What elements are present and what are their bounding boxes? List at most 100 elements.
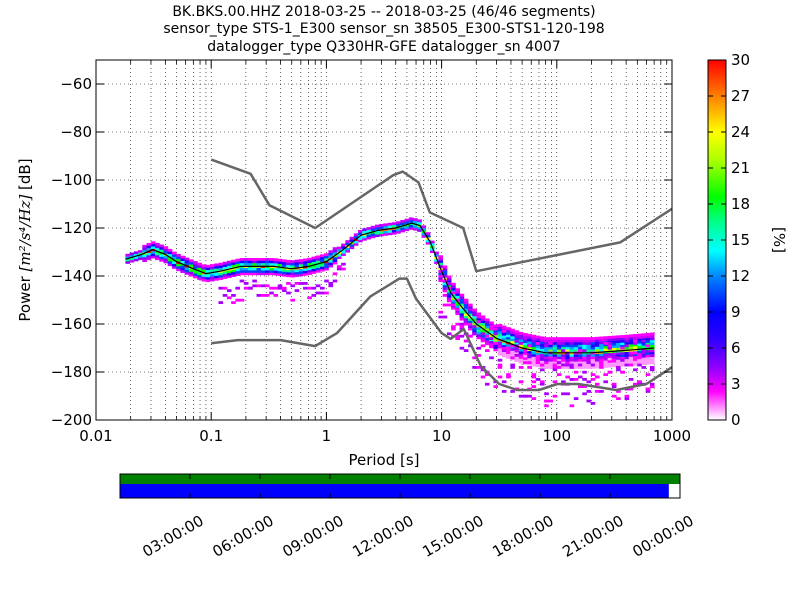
heatmap-cell bbox=[573, 370, 579, 374]
heatmap-cell bbox=[374, 224, 380, 228]
heatmap-cell bbox=[531, 373, 537, 376]
heatmap-cell bbox=[501, 380, 507, 384]
heatmap-cell bbox=[197, 272, 202, 276]
heatmap-cell bbox=[226, 260, 232, 264]
heatmap-cell bbox=[489, 337, 494, 340]
heatmap-cell bbox=[231, 294, 236, 297]
heatmap-cell bbox=[649, 385, 655, 388]
heatmap-cell bbox=[324, 262, 329, 266]
heatmap-cell bbox=[205, 264, 211, 268]
heatmap-cell bbox=[582, 370, 587, 374]
heatmap-cell bbox=[201, 278, 207, 282]
heatmap-cell bbox=[341, 262, 346, 266]
heatmap-cell bbox=[649, 361, 655, 365]
heatmap-cell bbox=[311, 256, 317, 260]
heatmap-cell bbox=[286, 271, 291, 275]
heatmap-cell bbox=[590, 402, 596, 405]
heatmap-cell bbox=[298, 271, 304, 274]
heatmap-cell bbox=[358, 237, 363, 240]
heatmap-cell bbox=[531, 337, 537, 340]
heatmap-cell bbox=[641, 345, 647, 349]
heatmap-cell bbox=[159, 258, 164, 262]
heatmap-cell bbox=[315, 269, 321, 273]
heatmap-cell bbox=[506, 327, 511, 330]
heatmap-cell bbox=[248, 286, 253, 290]
heatmap-cell bbox=[573, 358, 579, 362]
heatmap-cell bbox=[548, 349, 554, 352]
heatmap-cell bbox=[556, 354, 562, 357]
heatmap-cell bbox=[569, 354, 575, 357]
heatmap-cell bbox=[616, 344, 621, 348]
heatmap-cell bbox=[277, 273, 283, 276]
heatmap-cell bbox=[446, 292, 452, 296]
heatmap-cell bbox=[472, 356, 477, 360]
heatmap-cell bbox=[599, 341, 604, 345]
heatmap-cell bbox=[493, 348, 499, 352]
heatmap-cell bbox=[599, 363, 604, 367]
heatmap-cell bbox=[146, 242, 152, 246]
heatmap-cell bbox=[150, 255, 156, 259]
heatmap-cell bbox=[438, 260, 444, 263]
heatmap-cell bbox=[455, 290, 460, 294]
heatmap-cell bbox=[311, 268, 317, 272]
heatmap-cell bbox=[341, 267, 346, 271]
heatmap-cell bbox=[201, 273, 207, 277]
heatmap-cell bbox=[463, 298, 469, 302]
heatmap-cell bbox=[328, 252, 334, 256]
heatmap-cell bbox=[332, 279, 338, 283]
heatmap-cell bbox=[303, 282, 308, 285]
heatmap-cell bbox=[544, 366, 549, 369]
heatmap-cell bbox=[586, 380, 592, 384]
heatmap-cell bbox=[264, 272, 270, 276]
heatmap-cell bbox=[556, 349, 562, 352]
heatmap-cell bbox=[243, 262, 249, 266]
heatmap-cell bbox=[510, 363, 515, 367]
heatmap-cell bbox=[256, 270, 262, 273]
heatmap-cell bbox=[599, 348, 604, 352]
heatmap-cell bbox=[565, 342, 570, 345]
heatmap-cell bbox=[235, 273, 241, 276]
heatmap-cell bbox=[142, 256, 147, 260]
title-line-2: sensor_type STS-1_E300 sensor_sn 38505_E… bbox=[163, 21, 604, 37]
heatmap-cell bbox=[429, 247, 435, 251]
heatmap-cell bbox=[497, 352, 503, 356]
heatmap-cell bbox=[578, 346, 583, 350]
heatmap-cell bbox=[468, 320, 473, 324]
heatmap-cell bbox=[649, 366, 655, 369]
heatmap-cell bbox=[603, 345, 609, 349]
heatmap-cell bbox=[544, 354, 549, 357]
heatmap-cell bbox=[269, 272, 274, 276]
heatmap-cell bbox=[645, 349, 651, 353]
heatmap-cell bbox=[260, 294, 266, 297]
heatmap-cell bbox=[624, 353, 630, 357]
heatmap-cell bbox=[248, 270, 253, 273]
heatmap-cell bbox=[480, 375, 486, 379]
heatmap-cell bbox=[252, 260, 257, 264]
heatmap-cell bbox=[222, 294, 228, 297]
heatmap-cell bbox=[590, 361, 596, 364]
heatmap-cell bbox=[298, 268, 304, 272]
heatmap-cell bbox=[286, 274, 291, 278]
heatmap-cell bbox=[603, 342, 609, 345]
heatmap-cell bbox=[510, 335, 515, 339]
heatmap-cell bbox=[417, 229, 422, 232]
heatmap-cell bbox=[155, 252, 160, 256]
heatmap-cell bbox=[552, 366, 558, 369]
heatmap-cell bbox=[413, 225, 418, 229]
heatmap-cell bbox=[129, 254, 135, 258]
y-tick-label: −160 bbox=[51, 315, 92, 333]
heatmap-cell bbox=[561, 349, 566, 352]
heatmap-cell bbox=[476, 346, 482, 350]
heatmap-cell bbox=[260, 262, 266, 266]
heatmap-cell bbox=[451, 282, 456, 286]
heatmap-cell bbox=[239, 267, 245, 271]
heatmap-cell bbox=[510, 338, 515, 342]
heatmap-cell bbox=[582, 385, 587, 388]
heatmap-cell bbox=[273, 258, 279, 262]
heatmap-cell bbox=[472, 315, 477, 319]
heatmap-cell bbox=[205, 279, 211, 283]
heatmap-cell bbox=[442, 303, 448, 307]
heatmap-cell bbox=[408, 224, 414, 228]
heatmap-cell bbox=[353, 233, 359, 237]
heatmap-cell bbox=[633, 353, 638, 357]
